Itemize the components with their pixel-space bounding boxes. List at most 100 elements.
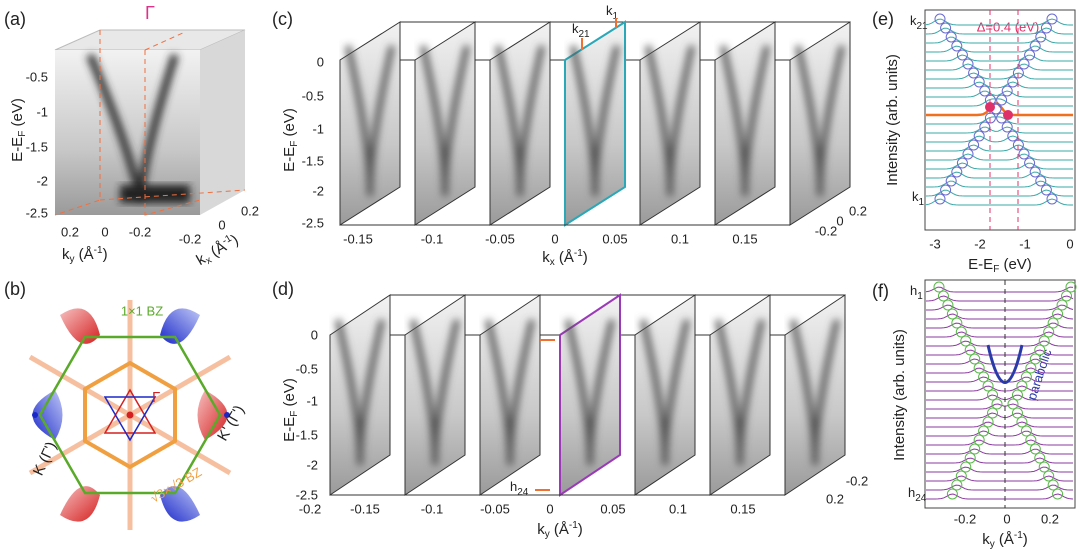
peak-marker: [1011, 407, 1023, 419]
dirac-point: [985, 102, 995, 112]
tick-label: 0.2: [61, 224, 79, 239]
mdc-curve: [926, 394, 1073, 401]
band-dispersion: [790, 319, 840, 466]
y-axis-label: E-EF (eV): [281, 378, 300, 442]
tick-label: 0.15: [732, 231, 757, 246]
guide-lines: [54, 30, 246, 216]
mdc-curve: [926, 376, 1073, 383]
edc-curve: [926, 63, 1073, 71]
tick-label: -1: [1019, 236, 1031, 251]
tick-label: -1.5: [26, 139, 48, 154]
peak-marker: [1016, 416, 1028, 428]
tick-label: -0.2: [179, 231, 201, 246]
tick-label: 0: [1066, 236, 1073, 251]
peak-marker: [1047, 317, 1059, 329]
mdc-curve: [926, 493, 1074, 500]
tick-label: -2: [36, 173, 48, 188]
cone: [60, 308, 100, 344]
peak-marker: [1043, 470, 1055, 482]
panel-label: (e): [872, 9, 894, 29]
peak-marker: [960, 461, 972, 473]
peak-marker: [1024, 49, 1036, 61]
peak-marker: [987, 389, 999, 401]
tick-label: -0.1: [421, 501, 443, 516]
tick-label: -0.5: [296, 361, 318, 376]
tick-label: 0.2: [241, 203, 259, 218]
band-dispersion: [485, 319, 535, 466]
peak-marker: [991, 398, 1003, 410]
tick-label: 0.2: [826, 491, 844, 506]
fermi-contour: [103, 388, 157, 434]
peak-marker: [1052, 308, 1064, 320]
cone: [160, 486, 200, 522]
peak-marker: [969, 353, 981, 365]
peak-marker: [1047, 479, 1059, 491]
cone: [60, 486, 100, 522]
peak-marker: [942, 299, 954, 311]
k1-label: k1: [912, 189, 925, 207]
tick-label: 0: [311, 327, 318, 342]
tick-label: 0.15: [730, 501, 755, 516]
peak-marker: [934, 193, 946, 205]
peak-marker: [1056, 299, 1068, 311]
k1-annotation: k1: [606, 3, 619, 21]
peak-marker: [968, 67, 980, 79]
tick-label: -2: [312, 183, 324, 198]
band-dispersion: [420, 45, 470, 197]
tick-label: 0.1: [669, 501, 687, 516]
tick-label: 0: [1003, 511, 1010, 526]
guide-lines: [989, 10, 1019, 230]
peak-marker: [1025, 434, 1037, 446]
edc-curve: [926, 153, 1073, 161]
peak-marker: [951, 479, 963, 491]
mdc-curve: [925, 295, 1074, 302]
peak-marker: [1016, 380, 1028, 392]
tick-label: -0.2: [129, 224, 151, 239]
peak-marker: [951, 166, 963, 178]
tick-label: -0.15: [343, 231, 373, 246]
tick-label: -0.5: [302, 88, 324, 103]
cone: [160, 308, 200, 344]
peak-marker: [1020, 425, 1032, 437]
edc-curve: [926, 45, 1073, 53]
tick-label: -3: [929, 236, 941, 251]
peak-marker: [996, 94, 1008, 106]
band-dispersion: [335, 319, 385, 466]
k-point: [224, 412, 230, 418]
peak-marker: [1065, 281, 1077, 293]
fermi-contour: [103, 396, 157, 442]
peak-marker: [960, 335, 972, 347]
tick-label: -0.2: [954, 511, 976, 526]
panel-label: (c): [272, 9, 293, 29]
tick-label: -0.05: [485, 231, 515, 246]
peak-marker: [945, 31, 957, 43]
peak-marker: [973, 434, 985, 446]
cube-side: [200, 30, 245, 215]
plot-frame: [924, 9, 1076, 231]
peak-marker: [1038, 461, 1050, 473]
peak-marker: [951, 40, 963, 52]
band-dispersion: [715, 319, 765, 466]
peak-marker: [973, 362, 985, 374]
peak-marker: [1035, 31, 1047, 43]
panel-a: (a) Γ E-EF (eV) ky (Å-1) kx (Å-1): [4, 3, 246, 269]
gamma-label: Γ: [152, 389, 160, 406]
peak-marker: [956, 49, 968, 61]
peak-marker: [1040, 184, 1052, 196]
x-axis-label: ky (Å-1): [982, 530, 1028, 550]
tick-label: -2.5: [302, 215, 324, 230]
bz-1x1: [38, 335, 222, 495]
ky-axis-label: ky (Å-1): [62, 245, 108, 265]
peak-marker: [940, 184, 952, 196]
tick-label: 0.2: [1041, 511, 1059, 526]
band-dispersion: [570, 45, 620, 197]
panel-d: (d) E-EF (eV) ky (Å-1) h1 h24: [272, 279, 846, 540]
mdc-curve: [926, 430, 1073, 437]
peak-marker: [1024, 157, 1036, 169]
peak-marker: [1038, 335, 1050, 347]
bz-sqrt3: [83, 360, 177, 470]
peak-marker: [951, 317, 963, 329]
edc-curve: [926, 171, 1073, 179]
y-axis-label: E-EF (eV): [281, 108, 300, 172]
peak-marker: [978, 425, 990, 437]
